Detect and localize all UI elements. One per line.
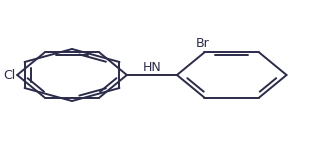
Text: HN: HN: [143, 61, 161, 74]
Text: Cl: Cl: [3, 69, 16, 81]
Text: Br: Br: [196, 36, 210, 50]
